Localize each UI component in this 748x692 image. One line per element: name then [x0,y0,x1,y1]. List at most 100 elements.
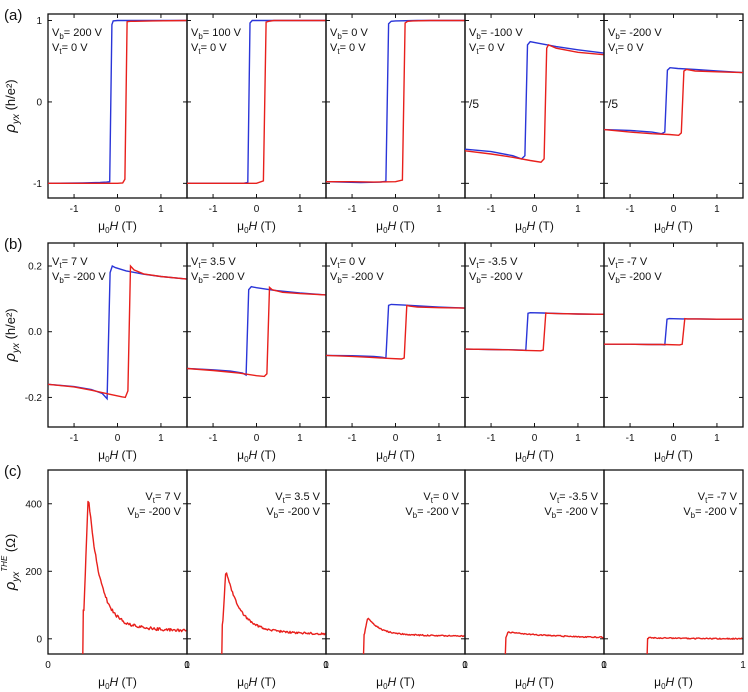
annotation-1-value: = 0 V [433,491,460,503]
annotation-2-subscript: b [476,276,481,285]
x-axis-label-unit: (T) [674,675,693,689]
x-axis-label-mu: μ [515,448,522,462]
x-axis-label: μ0H (T) [98,675,137,691]
annotation-line-2: Vb= -200 V [544,506,598,520]
annotation-1-symbol: V [550,491,558,503]
y-axis-label-subscript: yx [11,113,22,125]
sweep-up-curve [604,317,743,346]
sweep-up-curve [326,303,465,359]
x-tick-label: -1 [348,204,357,215]
x-axis-label-variable: H [527,219,536,233]
annotation-2-subscript: b [337,276,342,285]
the-curve [221,572,326,654]
annotation-line-2: Vb= -200 V [266,506,320,520]
annotation-2-subscript: t [615,47,618,56]
annotation-2-value: = -200 V [64,271,107,283]
x-axis-label-unit: (T) [118,448,137,462]
x-axis-label-subscript: 0 [383,455,388,464]
x-axis-label-mu: μ [654,448,661,462]
x-tick-label: 1 [158,433,164,444]
x-axis-label: μ0H (T) [376,448,415,464]
x-tick-label: 1 [158,204,164,215]
annotation-2-value: = -200 V [556,506,599,518]
x-axis-label-unit: (T) [118,219,137,233]
x-axis-label-unit: (T) [257,219,276,233]
x-axis-label-variable: H [388,219,397,233]
x-tick-label: 0 [254,204,260,215]
scale-note: /5 [608,97,618,111]
the-curve [362,617,465,654]
plot-area [646,636,743,654]
y-tick-label: 400 [25,499,42,510]
annotation-1-symbol: V [191,256,199,268]
x-axis-label-mu: μ [98,448,105,462]
sweep-down-curve [187,19,326,184]
annotation-line-2: Vt= 0 V [191,42,227,56]
annotation-line-1: Vt= -3.5 V [550,491,599,505]
annotation-line-2: Vb= -200 V [405,506,459,520]
x-axis-label-unit: (T) [535,219,554,233]
annotation-1-subscript: t [557,496,560,505]
annotation-line-2: Vb= -200 V [330,271,384,285]
panel-frame [603,469,744,655]
annotation-1-symbol: V [52,27,60,39]
x-axis-label-variable: H [666,219,675,233]
y-axis-label: ρyx (h/e²) [2,308,22,362]
x-tick-label: 0 [462,660,468,671]
annotation-1-value: = 0 V [342,27,369,39]
sweep-down-curve [48,264,187,399]
x-axis-label-variable: H [666,448,675,462]
annotation-line-1: Vt= 7 V [145,491,181,505]
annotation-line-1: Vb= 100 V [191,27,242,41]
y-tick-label: 0 [36,97,42,108]
annotation-line-2: Vb= -200 V [52,271,106,285]
sweep-down-curve [465,44,604,163]
the-curve [646,636,743,654]
y-tick-label: 0 [36,634,42,645]
sweep-down-curve [326,19,465,183]
annotation-2-subscript: t [476,47,479,56]
annotation-line-1: Vt= -3.5 V [469,256,518,270]
annotation-2-subscript: b [59,276,64,285]
annotation-2-value: = -200 V [203,271,246,283]
x-axis-label-subscript: 0 [244,682,249,691]
annotation-line-1: Vt= -7 V [698,491,738,505]
annotation-1-value: = 3.5 V [285,491,321,503]
x-axis-label-unit: (T) [535,675,554,689]
x-tick-label: 0 [393,204,399,215]
annotation-1-value: = -200 V [620,27,663,39]
annotation-1-subscript: t [153,496,156,505]
x-axis-label-variable: H [249,675,258,689]
annotation-2-subscript: b [274,511,279,520]
y-axis-label-symbol: ρ [2,353,19,363]
y-tick-label: -1 [33,179,42,190]
annotation-1-symbol: V [469,256,477,268]
sweep-up-curve [465,311,604,352]
annotation-2-symbol: V [544,506,552,518]
plot-area [362,617,465,654]
y-axis-label-unit: (h/e²) [3,79,18,114]
annotation-2-symbol: V [52,271,60,283]
sweep-down-curve [187,285,326,378]
y-axis-label: ρyx (h/e²) [2,79,22,133]
sweep-down-curve [48,19,187,184]
annotation-1-value: = -7 V [707,491,737,503]
x-tick-label: -1 [626,204,635,215]
annotation-line-2: Vb= -200 V [191,271,245,285]
annotation-2-subscript: t [59,47,62,56]
plot-area [48,264,187,401]
x-tick-label: 0 [323,660,329,671]
annotation-2-symbol: V [330,271,338,283]
x-tick-label: 1 [436,433,442,444]
annotation-1-symbol: V [698,491,706,503]
x-tick-label: 1 [714,204,720,215]
y-axis-label-symbol: ρ [2,581,19,591]
x-tick-label: 0 [671,433,677,444]
x-axis-label-subscript: 0 [105,682,110,691]
x-axis-label-unit: (T) [257,448,276,462]
